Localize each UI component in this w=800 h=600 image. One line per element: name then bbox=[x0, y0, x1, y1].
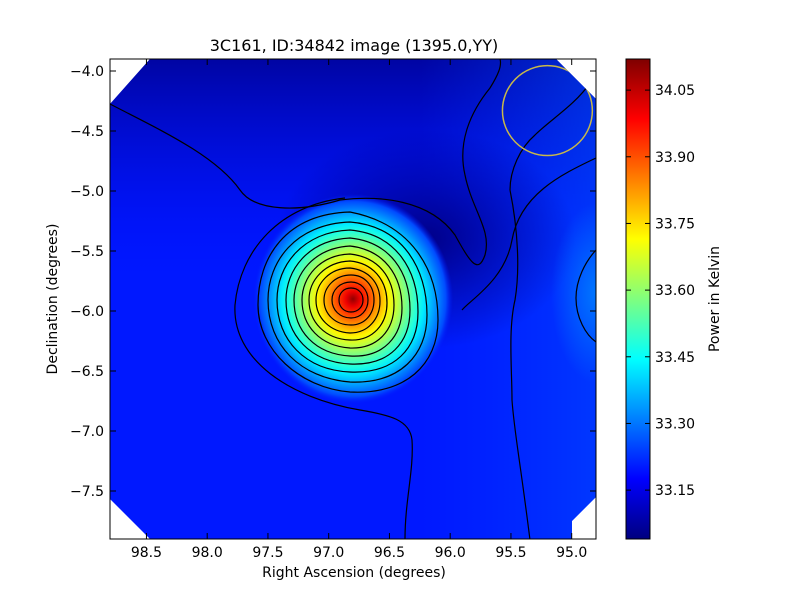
colorbar-label: Power in Kelvin bbox=[707, 246, 723, 352]
y-tick-label: −5.5 bbox=[70, 244, 104, 260]
beam-circle bbox=[501, 64, 594, 157]
contour-line bbox=[575, 249, 596, 343]
y-tick-label: −6.5 bbox=[70, 364, 104, 380]
y-tick-label: −4.0 bbox=[70, 64, 104, 80]
contour-line bbox=[110, 59, 502, 266]
colorbar: 33.15 33.30 33.45 33.60 33.75 33.90 34.05 Powe… bbox=[625, 58, 723, 540]
contour-line bbox=[308, 260, 388, 341]
contour-line bbox=[323, 274, 375, 326]
x-tick-label: 97.0 bbox=[313, 545, 344, 561]
x-axis-label: Right Ascension (degrees) bbox=[262, 565, 446, 581]
y-tick-label: −4.5 bbox=[70, 124, 104, 140]
x-tick-label: 95.5 bbox=[495, 545, 526, 561]
x-tick-label: 95.0 bbox=[556, 545, 587, 561]
contour-line bbox=[293, 245, 403, 357]
colorbar-tick-label: 33.60 bbox=[655, 283, 695, 299]
contour-line bbox=[315, 267, 381, 334]
contour-line bbox=[461, 157, 596, 311]
x-tick-label: 98.0 bbox=[192, 545, 223, 561]
y-axis-ticks: −4.0 −4.5 −5.0 −5.5 −6.0 −6.5 −7.0 −7.5 bbox=[70, 64, 596, 500]
colorbar-tick-label: 33.15 bbox=[655, 483, 695, 499]
contour-lines bbox=[110, 59, 596, 539]
y-tick-label: −7.0 bbox=[70, 424, 104, 440]
chart-title: 3C161, ID:34842 image (1395.0,YY) bbox=[210, 36, 499, 55]
contour-line bbox=[257, 211, 439, 393]
y-tick-label: −5.0 bbox=[70, 184, 104, 200]
colorbar-strip bbox=[625, 58, 651, 540]
x-tick-label: 97.5 bbox=[252, 545, 283, 561]
plot-area: 98.5 98.0 97.5 97.0 96.5 96.0 95.5 95.0 −4.0−4.… bbox=[70, 58, 597, 561]
heatmap-image bbox=[110, 59, 596, 539]
colorbar-tick-label: 33.45 bbox=[655, 350, 695, 366]
y-tick-label: −7.5 bbox=[70, 484, 104, 500]
plot-frame bbox=[109, 58, 597, 540]
colorbar-tick-label: 33.30 bbox=[655, 416, 695, 432]
colorbar-tick-label: 33.75 bbox=[655, 216, 695, 232]
contour-line bbox=[234, 197, 413, 539]
secondary-bright-region bbox=[551, 203, 596, 383]
x-tick-label: 96.0 bbox=[435, 545, 466, 561]
contour-line bbox=[331, 281, 369, 319]
y-axis-label: Declination (degrees) bbox=[45, 224, 61, 375]
colorbar-tick-label: 34.05 bbox=[655, 83, 695, 99]
x-axis-ticks: 98.5 98.0 97.5 97.0 96.5 96.0 95.5 95.0 bbox=[131, 59, 587, 561]
contour-line bbox=[509, 189, 531, 539]
contour-line bbox=[338, 287, 364, 313]
colorbar-tick-label: 33.90 bbox=[655, 150, 695, 166]
contour-line bbox=[267, 221, 428, 383]
x-tick-label: 98.5 bbox=[131, 545, 162, 561]
contour-line bbox=[285, 237, 411, 365]
y-tick-label: −6.0 bbox=[70, 304, 104, 320]
colorbar-ticks: 33.15 33.30 33.45 33.60 33.75 33.90 34.05 bbox=[626, 83, 695, 499]
contour-line bbox=[276, 229, 419, 373]
contour-line bbox=[301, 253, 395, 349]
contour-line bbox=[509, 82, 591, 191]
x-tick-label: 96.5 bbox=[374, 545, 405, 561]
